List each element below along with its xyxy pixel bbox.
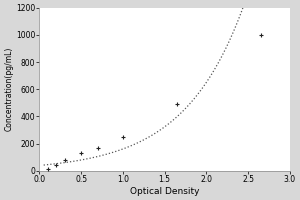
X-axis label: Optical Density: Optical Density	[130, 187, 200, 196]
Y-axis label: Concentration(pg/mL): Concentration(pg/mL)	[4, 47, 13, 131]
